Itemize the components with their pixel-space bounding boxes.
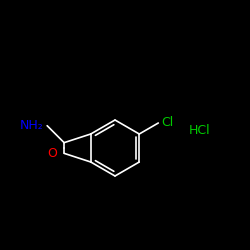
Text: O: O	[47, 147, 57, 160]
Text: NH₂: NH₂	[20, 119, 43, 132]
Text: HCl: HCl	[189, 124, 211, 136]
Text: Cl: Cl	[161, 116, 173, 130]
